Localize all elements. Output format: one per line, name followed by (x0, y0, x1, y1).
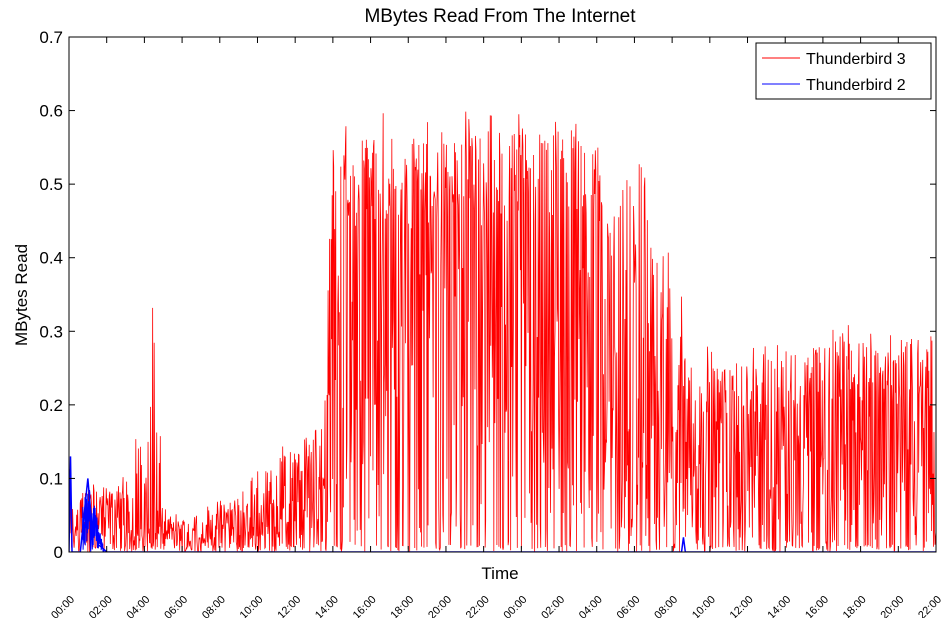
x-axis-label: Time (481, 564, 518, 583)
y-tick-label: 0.6 (39, 102, 63, 121)
legend-label-tb2: Thunderbird 2 (806, 77, 906, 94)
legend-label-tb3: Thunderbird 3 (806, 51, 906, 68)
y-axis-label: MBytes Read (12, 244, 31, 346)
legend: Thunderbird 3 Thunderbird 2 (755, 42, 932, 100)
chart-title: MBytes Read From The Internet (364, 6, 636, 27)
y-tick-label: 0 (54, 543, 63, 562)
series-line-thunderbird-2-detail (81, 489, 107, 552)
y-tick-label: 0.7 (39, 28, 63, 47)
y-tick-label: 0.4 (39, 249, 63, 268)
y-tick-label: 0.5 (39, 175, 63, 194)
y-tick-label: 0.3 (39, 322, 63, 341)
y-tick-label: 0.1 (39, 469, 63, 488)
plot-frame (68, 36, 937, 553)
y-tick-label: 0.2 (39, 396, 63, 415)
legend-box (755, 42, 932, 100)
series-line-thunderbird-3 (69, 111, 936, 552)
